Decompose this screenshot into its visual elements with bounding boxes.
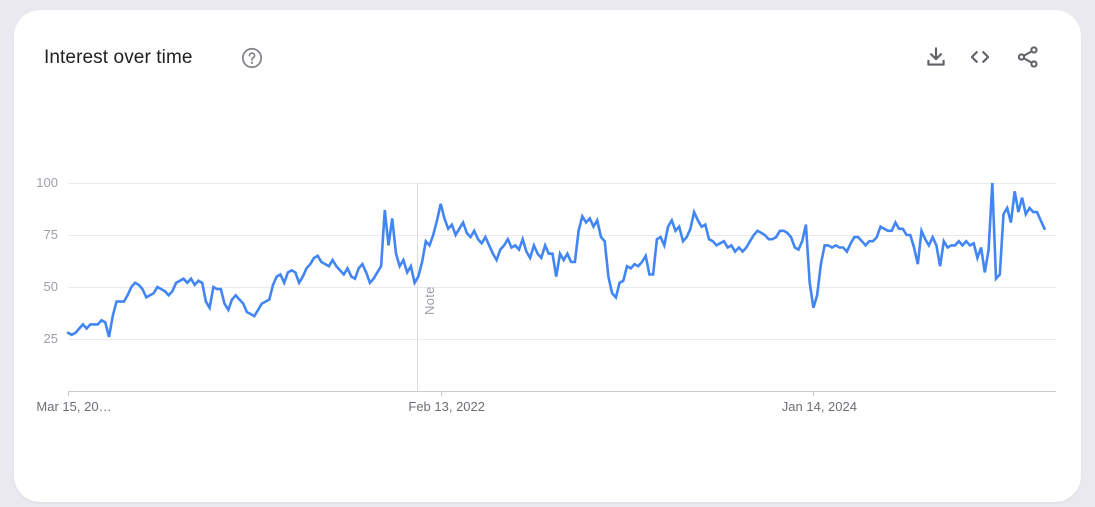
y-tick-label-25: 25 — [43, 331, 58, 346]
trend-line-series — [66, 182, 1046, 338]
gridline-25 — [68, 339, 1056, 340]
y-tick-label-50: 50 — [43, 279, 58, 294]
x-tick-1 — [440, 391, 442, 396]
download-icon[interactable] — [923, 44, 949, 70]
chart-actions — [919, 44, 1049, 72]
interest-over-time-card: Interest over time — [14, 10, 1081, 502]
x-tick-0 — [68, 391, 69, 396]
x-tick-label-mid: Feb 13, 2022 — [408, 399, 485, 414]
note-marker-line — [416, 183, 418, 391]
x-axis-line — [68, 391, 1056, 392]
gridline-100 — [68, 183, 1056, 184]
gridline-50 — [68, 287, 1056, 288]
y-tick-label-75: 75 — [43, 227, 58, 242]
help-icon[interactable] — [240, 46, 264, 70]
embed-code-icon[interactable] — [967, 44, 993, 70]
x-tick-label-end: Jan 14, 2024 — [781, 399, 857, 414]
y-tick-label-100: 100 — [36, 175, 58, 190]
x-tick-label-start: Mar 15, 20… — [36, 399, 112, 414]
gridline-75 — [68, 235, 1056, 236]
x-tick-2 — [813, 391, 815, 396]
page-title: Interest over time — [44, 47, 193, 68]
share-icon[interactable] — [1015, 44, 1041, 70]
trend-line-chart[interactable] — [66, 182, 1058, 391]
